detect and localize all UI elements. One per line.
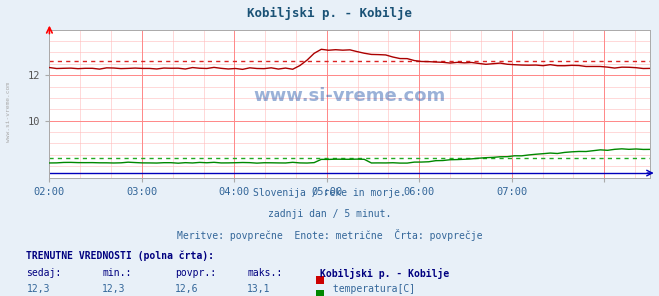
Text: www.si-vreme.com: www.si-vreme.com bbox=[6, 83, 11, 142]
Text: 13,1: 13,1 bbox=[247, 284, 271, 294]
Text: sedaj:: sedaj: bbox=[26, 268, 61, 278]
Text: zadnji dan / 5 minut.: zadnji dan / 5 minut. bbox=[268, 209, 391, 219]
Text: Meritve: povprečne  Enote: metrične  Črta: povprečje: Meritve: povprečne Enote: metrične Črta:… bbox=[177, 229, 482, 242]
Text: Kobiljski p. - Kobilje: Kobiljski p. - Kobilje bbox=[320, 268, 449, 279]
Text: 12,3: 12,3 bbox=[26, 284, 50, 294]
Text: maks.:: maks.: bbox=[247, 268, 282, 278]
Text: Kobiljski p. - Kobilje: Kobiljski p. - Kobilje bbox=[247, 7, 412, 20]
Text: min.:: min.: bbox=[102, 268, 132, 278]
Text: temperatura[C]: temperatura[C] bbox=[327, 284, 415, 294]
Text: Slovenija / reke in morje.: Slovenija / reke in morje. bbox=[253, 188, 406, 198]
Text: www.si-vreme.com: www.si-vreme.com bbox=[254, 87, 446, 104]
Text: TRENUTNE VREDNOSTI (polna črta):: TRENUTNE VREDNOSTI (polna črta): bbox=[26, 250, 214, 260]
Text: 12,6: 12,6 bbox=[175, 284, 198, 294]
Text: povpr.:: povpr.: bbox=[175, 268, 215, 278]
Text: 12,3: 12,3 bbox=[102, 284, 126, 294]
